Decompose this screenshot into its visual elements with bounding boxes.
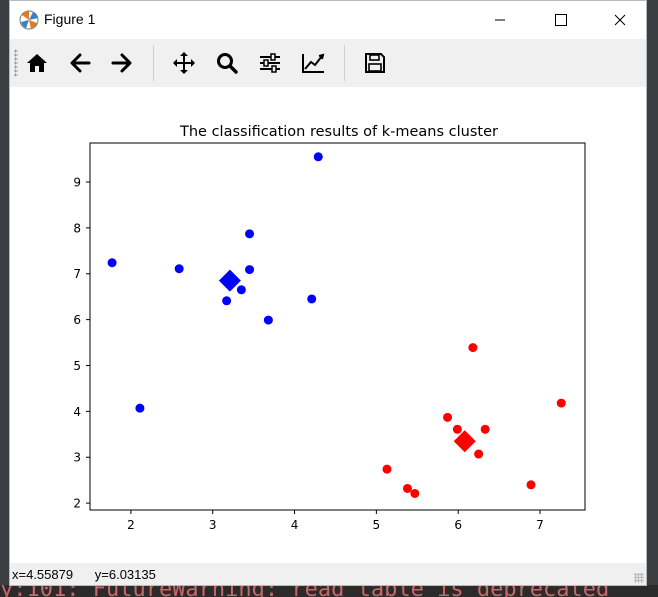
chart-title: The classification results of k-means cl… bbox=[179, 124, 498, 140]
x-tick-label: 3 bbox=[209, 518, 217, 532]
data-point bbox=[107, 258, 117, 268]
x-tick-label: 6 bbox=[454, 518, 462, 532]
terminal-warning-text: y:101: FutureWarning: read_table is depr… bbox=[0, 585, 609, 597]
axes-frame bbox=[89, 142, 586, 511]
data-point bbox=[556, 398, 566, 408]
home-button[interactable] bbox=[20, 47, 54, 79]
data-point bbox=[443, 412, 453, 422]
y-coordinate-readout: y=6.03135 bbox=[94, 567, 156, 582]
centroid-marker bbox=[218, 269, 241, 292]
data-point bbox=[480, 424, 490, 434]
save-button[interactable] bbox=[358, 47, 392, 79]
y-tick-label: 3 bbox=[73, 451, 81, 465]
x-tick-label: 5 bbox=[373, 518, 381, 532]
move-icon bbox=[173, 52, 195, 74]
floppy-disk-icon bbox=[365, 53, 385, 73]
figure-canvas[interactable]: The classification results of k-means cl… bbox=[10, 87, 646, 563]
data-point bbox=[402, 483, 412, 493]
data-point bbox=[245, 265, 255, 275]
minimize-button[interactable] bbox=[477, 1, 523, 39]
figure-window: Figure 1 bbox=[9, 0, 647, 586]
x-tick-label: 4 bbox=[291, 518, 299, 532]
data-point bbox=[468, 343, 478, 353]
arrow-right-icon bbox=[111, 53, 132, 73]
line-chart-icon bbox=[302, 53, 325, 73]
magnifier-icon bbox=[217, 53, 238, 74]
data-point bbox=[263, 315, 273, 325]
data-point bbox=[135, 403, 145, 413]
y-tick-label: 9 bbox=[73, 175, 81, 189]
y-tick-label: 5 bbox=[73, 359, 81, 373]
y-tick-label: 4 bbox=[73, 405, 81, 419]
background-terminal: y:101: FutureWarning: read_table is depr… bbox=[0, 585, 658, 597]
zoom-button[interactable] bbox=[210, 47, 244, 79]
home-icon bbox=[27, 54, 47, 72]
pan-button[interactable] bbox=[167, 47, 201, 79]
data-point bbox=[382, 464, 392, 474]
data-point bbox=[474, 449, 484, 459]
status-bar: x=4.55879 y=6.03135 bbox=[10, 563, 646, 585]
back-button[interactable] bbox=[63, 47, 97, 79]
resize-grip[interactable] bbox=[634, 573, 644, 583]
data-point bbox=[307, 294, 317, 304]
maximize-icon bbox=[555, 14, 567, 26]
toolbar-separator bbox=[344, 45, 345, 81]
close-icon bbox=[614, 14, 626, 26]
data-point bbox=[236, 285, 246, 295]
data-point bbox=[526, 480, 536, 490]
toolbar-grip[interactable] bbox=[14, 49, 18, 77]
forward-button[interactable] bbox=[105, 47, 139, 79]
close-button[interactable] bbox=[597, 1, 643, 39]
y-tick-label: 8 bbox=[73, 221, 81, 235]
x-tick-label: 2 bbox=[127, 518, 135, 532]
edit-axis-button[interactable] bbox=[296, 47, 330, 79]
x-tick-label: 7 bbox=[536, 518, 544, 532]
sliders-icon bbox=[260, 53, 280, 73]
window-title: Figure 1 bbox=[44, 11, 96, 27]
maximize-button[interactable] bbox=[538, 1, 584, 39]
navigation-toolbar bbox=[10, 39, 646, 87]
data-point bbox=[174, 264, 184, 274]
minimize-icon bbox=[495, 19, 505, 21]
background-editor-gutter bbox=[0, 0, 10, 597]
x-coordinate-readout: x=4.55879 bbox=[12, 567, 74, 582]
data-point bbox=[410, 488, 420, 498]
centroid-marker bbox=[453, 430, 476, 453]
data-point bbox=[245, 229, 255, 239]
y-tick-label: 7 bbox=[73, 267, 81, 281]
data-point bbox=[452, 424, 462, 434]
data-point bbox=[313, 152, 323, 162]
scatter-plot[interactable]: The classification results of k-means cl… bbox=[10, 87, 646, 563]
title-bar[interactable]: Figure 1 bbox=[10, 1, 646, 39]
y-tick-label: 2 bbox=[73, 497, 81, 511]
toolbar-separator bbox=[153, 45, 154, 81]
y-tick-label: 6 bbox=[73, 313, 81, 327]
arrow-left-icon bbox=[70, 53, 91, 73]
matplotlib-icon bbox=[18, 9, 40, 31]
data-point bbox=[222, 296, 232, 306]
background-editor-scrollbar bbox=[646, 0, 658, 597]
configure-subplots-button[interactable] bbox=[253, 47, 287, 79]
